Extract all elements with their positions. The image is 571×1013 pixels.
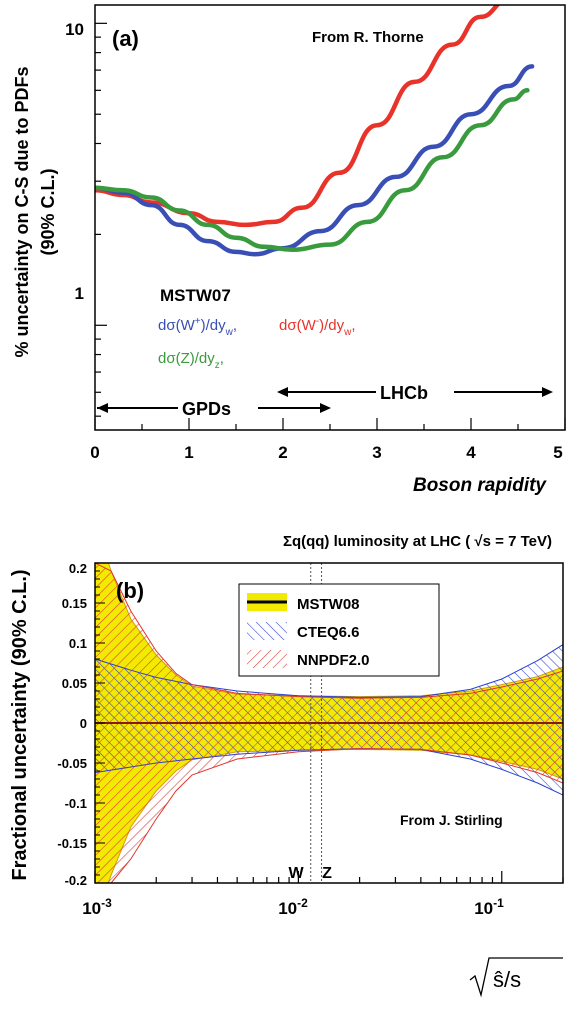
panel-a-xlabel: Boson rapidity [413,475,547,496]
panel-b-ytick-label: -0.2 [65,873,87,888]
panel-b-ytick-label: -0.1 [65,796,87,811]
panel-a-xtick-0: 0 [90,443,99,462]
panel-a-ylabel-line1: % uncertainty on C-S due to PDFs [12,66,32,357]
panel-b-title: Σq(qq) luminosity at LHC ( √s = 7 TeV) [283,533,552,550]
panel-a-xtick-2: 2 [278,443,287,462]
legend-label-mstw: MSTW08 [297,596,360,613]
panel-a-xtick-4: 4 [466,443,476,462]
panel-b-legend: MSTW08 CTEQ6.6 NNPDF2.0 [238,583,440,677]
annotation-gpds: GPDs [97,399,331,419]
panel-b-xtick-1e-3: 10-3 [82,896,112,918]
panel-a-ylabel-line2: (90% C.L.) [38,168,58,255]
legend-swatch-cteq [247,622,287,640]
panel-b-ticks [94,562,564,884]
svg-text:ŝ/s: ŝ/s [493,967,521,992]
legend-label-cteq: CTEQ6.6 [297,624,360,641]
vline-label-w: W [288,865,304,882]
panel-a-xtick-5: 5 [553,443,562,462]
panel-b-ytick-label: 0.15 [62,596,87,611]
panel-b-xlabel: ŝ/s [469,957,563,998]
panel-b-xtick-1e-2: 10-2 [278,896,308,918]
panel-a-ytick-1: 1 [75,284,84,303]
panel-b-ytick-label: 0.05 [62,676,87,691]
panel-b-xtick-1e-1: 10-1 [474,896,504,918]
legend-entry-wplus: dσ(W+)/dyw, [158,316,237,338]
panel-a-credit: From R. Thorne [312,29,424,46]
panel-a-series [95,5,535,257]
annotation-lhcb-label: LHCb [380,383,428,403]
legend-entry-wminus: dσ(W-)/dyw, [279,316,356,338]
legend-label-nnpdf: NNPDF2.0 [297,652,370,669]
panel-b-ytick-label: 0.1 [69,636,87,651]
legend-swatch-nnpdf [247,650,287,668]
panel-b-label: (b) [116,578,144,603]
panel-a-legend-title: MSTW07 [160,286,231,305]
band-lower-edge-2 [95,748,563,883]
annotation-lhcb: LHCb [277,383,553,403]
panel-b-bands [95,563,563,883]
panel-a-label: (a) [112,26,139,51]
panel-a-ytick-10: 10 [65,20,84,39]
panel-b-ytick-label: -0.05 [57,756,87,771]
vline-label-z: Z [322,865,332,882]
panel-b-ytick-label: 0 [80,716,87,731]
band-upper-edge-2 [95,563,563,699]
panel-a-xtick-3: 3 [372,443,381,462]
series-line-1 [95,64,535,257]
panel-b-ytick-label: -0.15 [57,836,87,851]
panel-b-credit: From J. Stirling [400,812,503,828]
panel-a: (a) From R. Thorne 10 1 0 1 2 3 4 5 Boso… [12,4,566,496]
annotation-gpds-label: GPDs [182,399,231,419]
series-line-0 [95,5,501,228]
panel-a-xtick-1: 1 [184,443,193,462]
legend-entry-z: dσ(Z)/dyz, [158,350,224,371]
panel-b-ylabel: Fractional uncertainty (90% C.L.) [9,569,31,880]
panel-b: Σq(qq) luminosity at LHC ( √s = 7 TeV) (… [9,533,564,998]
series-line-2 [95,88,530,252]
panel-a-ticks [94,22,566,430]
panel-b-yticklabels: 0.2 0.15 0.1 0.05 0 -0.05 -0.1 -0.15 -0.2 [57,561,87,888]
panel-b-ytick-label: 0.2 [69,561,87,576]
